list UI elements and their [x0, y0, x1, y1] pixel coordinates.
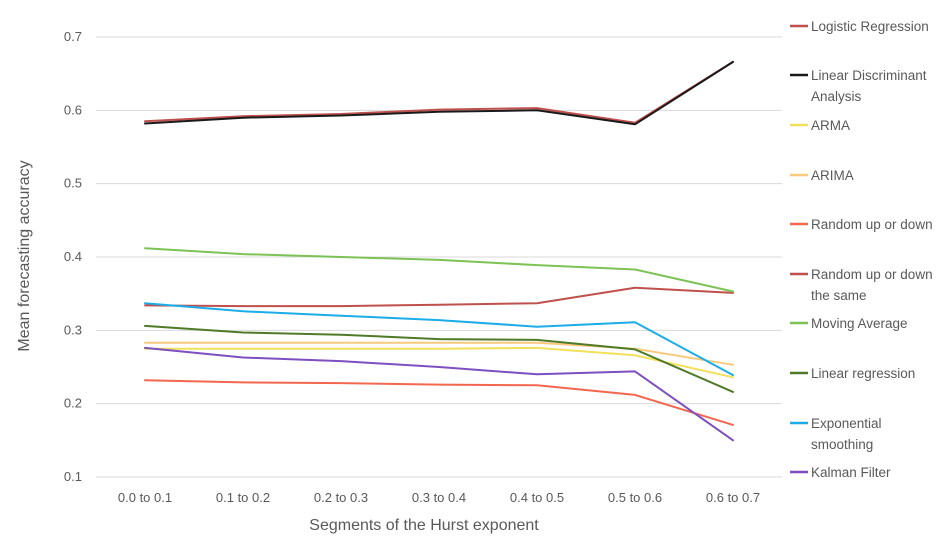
- x-tick-label: 0.6 to 0.7: [706, 490, 760, 505]
- legend-item: Linear Discriminant Analysis: [790, 68, 927, 104]
- series-line-arma: [145, 348, 733, 377]
- x-tick-label: 0.0 to 0.1: [118, 490, 172, 505]
- x-tick-label: 0.1 to 0.2: [216, 490, 270, 505]
- x-axis-ticks: 0.0 to 0.1 0.1 to 0.2 0.2 to 0.3 0.3 to 0.4…: [118, 490, 760, 505]
- x-tick-label: 0.4 to 0.5: [510, 490, 564, 505]
- legend-label: Kalman Filter: [811, 465, 891, 480]
- legend-label: the same: [811, 288, 867, 303]
- series-line-kalman-filter: [145, 348, 733, 440]
- y-axis-title: Mean forecasting accuracy: [16, 160, 33, 351]
- legend-item: Random up or down: [790, 217, 933, 232]
- legend-item: Exponential smoothing: [790, 416, 882, 452]
- legend-label: ARIMA: [811, 168, 854, 183]
- legend-label: smoothing: [811, 437, 873, 452]
- series-line-linear-discriminant-analysis: [145, 62, 733, 124]
- legend-label: Exponential: [811, 416, 882, 431]
- legend-item: Moving Average: [790, 316, 908, 331]
- legend-label: Analysis: [811, 89, 862, 104]
- legend-label: Random up or down: [811, 217, 933, 232]
- y-axis-ticks: 0.1 0.2 0.3 0.4 0.5 0.6 0.7: [64, 29, 82, 484]
- legend-item: Logistic Regression: [790, 19, 929, 34]
- legend: Logistic Regression Linear Discriminant An…: [790, 19, 933, 480]
- series-line-random-up-or-down-the-same: [145, 288, 733, 306]
- y-tick-label: 0.5: [64, 176, 82, 191]
- legend-label: Linear regression: [811, 366, 915, 381]
- y-tick-label: 0.2: [64, 396, 82, 411]
- series-line-moving-average: [145, 248, 733, 291]
- x-axis-title: Segments of the Hurst exponent: [309, 517, 539, 534]
- y-tick-label: 0.6: [64, 102, 82, 117]
- series-line-random-up-or-down: [145, 380, 733, 425]
- x-tick-label: 0.2 to 0.3: [314, 490, 368, 505]
- legend-label: ARMA: [811, 118, 850, 133]
- gridlines: [96, 37, 782, 477]
- legend-item: Linear regression: [790, 366, 915, 381]
- legend-item: Kalman Filter: [790, 465, 891, 480]
- series-lines: [145, 62, 733, 440]
- x-tick-label: 0.3 to 0.4: [412, 490, 466, 505]
- y-tick-label: 0.3: [64, 322, 82, 337]
- y-tick-label: 0.4: [64, 249, 82, 264]
- legend-label: Moving Average: [811, 316, 908, 331]
- y-tick-label: 0.1: [64, 469, 82, 484]
- legend-item: ARIMA: [790, 168, 854, 183]
- y-tick-label: 0.7: [64, 29, 82, 44]
- legend-label: Logistic Regression: [811, 19, 929, 34]
- legend-label: Linear Discriminant: [811, 68, 927, 83]
- legend-item: ARMA: [790, 118, 850, 133]
- legend-item: Random up or down the same: [790, 267, 933, 303]
- legend-label: Random up or down: [811, 267, 933, 282]
- series-line-logistic-regression: [145, 62, 733, 123]
- x-tick-label: 0.5 to 0.6: [608, 490, 662, 505]
